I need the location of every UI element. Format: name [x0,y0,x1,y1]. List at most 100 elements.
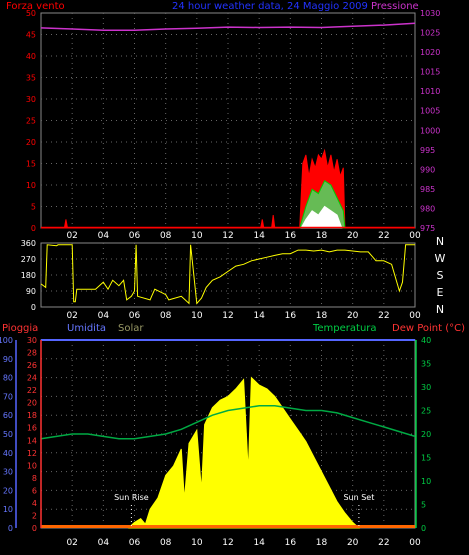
pressure-y-tick-label: 1015 [420,68,440,77]
middle-panel-x-tick-label: 12 [222,311,233,321]
solar-label: Solar [118,323,144,334]
bottom-panel-x-tick-label: 20 [347,538,359,548]
rain-y-tick-label: 10 [27,461,37,470]
pressure-y-tick-label: 995 [420,146,435,155]
temperature-y-tick-label: 20 [421,430,431,439]
bottom-panel-x-tick-label: 08 [160,538,172,548]
rain-y-tick-label: 6 [32,486,37,495]
wind-force-y-tick-label: 50 [26,9,36,18]
pressure-y-tick-label: 975 [420,224,435,233]
top-panel-x-tick-label: 00 [409,231,421,241]
sun-rise-annotation: Sun Rise [114,493,149,502]
top-panel-frame [40,12,416,229]
bottom-panel-x-tick-label: 22 [378,538,389,548]
humidity-y-tick-label: 30 [3,468,13,477]
middle-panel-x-tick-label: 02 [66,311,77,321]
dew-point-label: Dew Point (°C) [392,323,465,334]
rain-y-tick-label: 2 [32,511,37,520]
bottom-panel-x-tick-label: 16 [285,538,297,548]
middle-panel-x-tick-label: 10 [191,311,203,321]
pressure-series-line [40,22,416,31]
wind-force-y-tick-label: 20 [26,138,36,147]
wind-force-y-tick-label: 5 [31,203,36,212]
rain-y-tick-label: 22 [27,386,37,395]
temperature-y-tick-label: 0 [421,524,426,533]
middle-panel-x-tick-label: 20 [347,311,359,321]
middle-panel-x-tick-label: 00 [409,311,421,321]
top-panel-x-tick-label: 18 [316,231,328,241]
compass-label: E [437,286,444,299]
wind-force-y-tick-label: 10 [26,181,36,190]
pressure-y-tick-label: 1020 [420,48,440,57]
pressure-y-tick-label: 985 [420,185,435,194]
compass-label: N [436,303,444,316]
middle-panel-x-tick-label: 14 [253,311,265,321]
bottom-panel-x-tick-label: 06 [129,538,141,548]
bottom-panel-x-tick-label: 00 [409,538,421,548]
temperature-y-tick-label: 5 [421,501,426,510]
humidity-y-tick-label: 70 [3,392,13,401]
rain-y-tick-label: 20 [27,399,37,408]
humidity-y-tick-label: 0 [8,524,13,533]
middle-panel-x-tick-label: 08 [160,311,172,321]
pressure-y-tick-label: 1010 [420,87,440,96]
pressure-y-tick-label: 1005 [420,107,440,116]
temperature-label: Temperatura [312,323,377,334]
rain-y-tick-label: 8 [32,474,37,483]
wind-direction-series-line [40,244,415,305]
bottom-panel-x-tick-label: 14 [253,538,265,548]
bottom-panel-x-tick-label: 10 [191,538,203,548]
wind-force-y-tick-label: 15 [26,160,36,169]
wind-force-y-tick-label: 40 [26,52,36,61]
middle-panel-x-tick-label: 06 [129,311,141,321]
direction-y-tick-label: 0 [31,303,36,312]
top-panel-x-tick-label: 22 [378,231,389,241]
middle-panel-x-tick-label: 16 [285,311,297,321]
compass-label: S [437,269,444,282]
wind-force-area [41,148,415,229]
humidity-y-tick-label: 10 [3,505,13,514]
pressure-y-tick-label: 990 [420,165,435,174]
middle-panel-x-tick-label: 18 [316,311,328,321]
pressure-y-tick-label: 1000 [420,126,440,135]
humidity-y-tick-label: 90 [3,355,13,364]
middle-panel-frame [40,242,416,308]
rain-y-tick-label: 26 [27,361,37,370]
top-panel-x-tick-label: 02 [66,231,77,241]
wind-force-y-tick-label: 30 [26,95,36,104]
middle-panel-x-tick-label: 22 [378,311,389,321]
rain-y-tick-label: 30 [27,336,37,345]
bottom-panel-x-tick-label: 12 [222,538,233,548]
top-panel-x-tick-label: 08 [160,231,172,241]
top-panel-x-tick-label: 16 [285,231,297,241]
compass-label: W [435,252,446,265]
rain-y-tick-label: 14 [27,436,37,445]
humidity-label: Umidita [67,323,106,334]
sun-set-annotation: Sun Set [343,493,374,502]
humidity-y-tick-label: 60 [3,411,13,420]
wind-force-y-tick-label: 25 [26,117,36,126]
rain-y-tick-label: 12 [27,449,37,458]
humidity-y-tick-label: 20 [3,486,13,495]
wind-force-label: Forza vento [6,1,65,12]
direction-y-tick-label: 360 [21,239,36,248]
direction-y-tick-label: 270 [21,255,36,264]
bottom-panel-x-tick-label: 02 [66,538,77,548]
top-panel-x-tick-label: 10 [191,231,203,241]
ticks-layer: 0510152025303540455097598098599099510001… [0,9,446,548]
chart-title: 24 hour weather data, 24 Maggio 2009 [172,1,368,12]
rain-y-tick-label: 0 [32,524,37,533]
temperature-y-tick-label: 10 [421,477,431,486]
rain-y-tick-label: 28 [27,349,37,358]
humidity-y-tick-label: 80 [3,374,13,383]
temperature-y-tick-label: 30 [421,383,431,392]
compass-label: N [436,235,444,248]
rain-y-tick-label: 24 [27,374,37,383]
top-panel-x-tick-label: 12 [222,231,233,241]
top-panel-x-tick-label: 14 [253,231,265,241]
middle-panel-x-tick-label: 04 [98,311,110,321]
bottom-panel-x-tick-label: 18 [316,538,328,548]
wind-force-y-tick-label: 0 [31,224,36,233]
solar-area [127,376,361,529]
